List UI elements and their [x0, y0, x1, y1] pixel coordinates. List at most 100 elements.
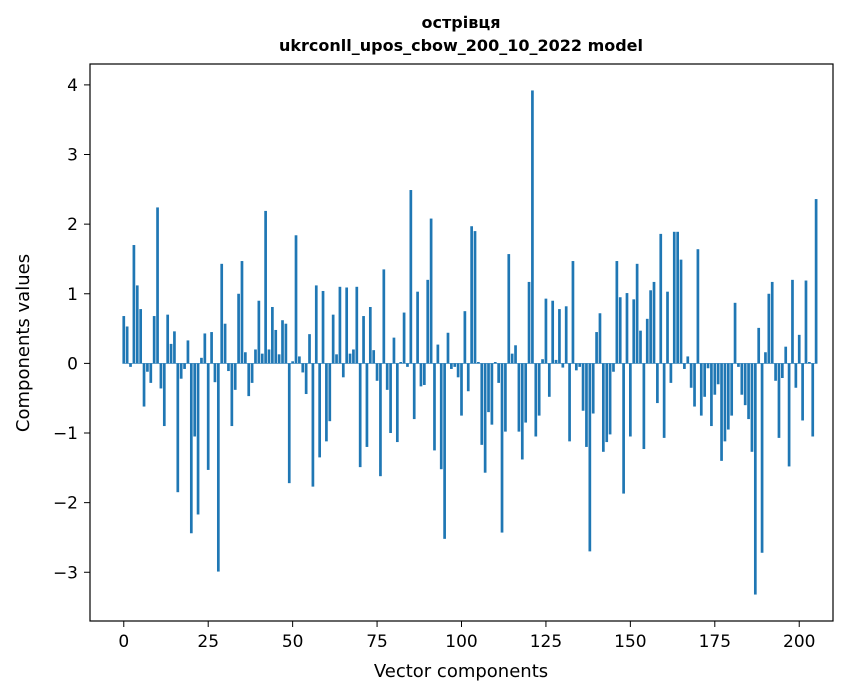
- bar-component-62: [331, 314, 335, 364]
- bar-component-143: [605, 363, 609, 443]
- bar-component-80: [392, 337, 396, 364]
- bar-component-19: [186, 340, 190, 364]
- bar-component-181: [733, 302, 737, 364]
- bar-component-44: [271, 306, 274, 364]
- y-tick-label: −2: [53, 494, 78, 514]
- y-tick-label: 0: [67, 354, 78, 374]
- bar-component-119: [524, 363, 528, 423]
- bar-component-205: [814, 199, 818, 364]
- bar-component-32: [230, 363, 234, 427]
- bar-component-39: [254, 349, 257, 364]
- bar-component-116: [514, 345, 517, 364]
- bar-component-87: [416, 291, 419, 364]
- bar-component-93: [436, 344, 440, 364]
- bar-component-67: [348, 353, 352, 364]
- bar-component-172: [703, 363, 707, 397]
- bar-component-160: [662, 363, 666, 438]
- bar-component-180: [730, 363, 734, 416]
- bar-component-194: [777, 363, 781, 438]
- bar-component-13: [166, 314, 170, 364]
- bar-component-161: [666, 291, 669, 364]
- bar-component-185: [747, 363, 750, 420]
- bar-component-17: [179, 363, 183, 379]
- bar-component-43: [267, 349, 271, 364]
- bar-component-166: [683, 363, 686, 369]
- bar-component-4: [135, 285, 139, 364]
- bar-component-169: [693, 363, 696, 407]
- bar-component-102: [466, 363, 470, 392]
- bar-component-45: [274, 329, 278, 364]
- bar-component-88: [419, 363, 423, 387]
- bar-component-128: [554, 359, 558, 364]
- bar-component-148: [622, 363, 625, 494]
- bar-component-20: [189, 363, 193, 534]
- bar-component-78: [385, 363, 389, 390]
- x-axis-label: Vector components: [374, 661, 548, 682]
- bar-component-111: [497, 363, 501, 383]
- bar-component-75: [375, 363, 379, 381]
- bar-component-28: [216, 363, 220, 572]
- bar-component-195: [780, 363, 784, 379]
- bar-component-124: [541, 359, 544, 364]
- plot-area-frame: [89, 63, 834, 622]
- bar-component-70: [358, 363, 362, 468]
- bar-component-38: [250, 363, 254, 383]
- bar-component-9: [152, 316, 156, 364]
- bar-component-199: [794, 363, 798, 388]
- bar-component-151: [632, 299, 636, 364]
- bar-component-130: [561, 363, 565, 368]
- bar-component-118: [520, 363, 524, 460]
- bar-component-202: [804, 280, 808, 364]
- bar-component-42: [264, 210, 267, 364]
- bar-component-101: [463, 311, 467, 364]
- bar-component-100: [460, 363, 463, 416]
- bar-component-158: [656, 363, 659, 404]
- bar-component-204: [811, 363, 815, 437]
- bar-component-190: [764, 352, 767, 364]
- bar-component-29: [220, 263, 224, 364]
- y-tick-label: −3: [53, 563, 78, 583]
- bar-component-23: [200, 357, 203, 364]
- bar-component-173: [706, 363, 710, 369]
- y-axis-ticks: −3 −2 −1 0 1 2 3 4: [53, 76, 90, 583]
- bar-component-61: [328, 363, 332, 422]
- x-tick-label: 150: [614, 632, 646, 652]
- bar-component-79: [389, 363, 392, 434]
- bar-component-27: [213, 363, 217, 383]
- bar-component-60: [325, 363, 328, 442]
- bar-component-95: [443, 363, 446, 539]
- bar-component-10: [156, 207, 159, 364]
- bar-component-186: [750, 363, 754, 452]
- bar-component-174: [710, 363, 713, 427]
- bar-component-69: [355, 286, 359, 364]
- bar-component-140: [595, 332, 598, 364]
- bar-component-170: [696, 249, 700, 364]
- bar-component-18: [183, 363, 186, 369]
- bar-component-187: [753, 363, 757, 595]
- bar-component-176: [716, 363, 720, 385]
- bar-component-152: [635, 263, 639, 364]
- y-tick-label: 2: [67, 215, 78, 235]
- bar-component-37: [247, 363, 251, 397]
- bar-component-138: [588, 363, 592, 552]
- bar-component-157: [652, 281, 656, 364]
- bar-component-48: [284, 323, 288, 364]
- x-tick-label: 0: [118, 632, 129, 652]
- bar-component-107: [483, 363, 487, 473]
- bar-component-177: [720, 363, 723, 461]
- y-axis-label: Components values: [13, 254, 34, 432]
- bar-component-125: [544, 298, 548, 364]
- bar-component-106: [480, 363, 484, 445]
- bar-component-117: [517, 363, 521, 432]
- bar-component-91: [429, 218, 433, 364]
- bar-component-74: [372, 350, 376, 364]
- bar-component-188: [757, 327, 761, 364]
- chart-title-line-1: острівця: [422, 13, 501, 32]
- bar-component-12: [162, 363, 166, 427]
- bar-component-22: [196, 363, 200, 515]
- bar-component-15: [173, 331, 176, 364]
- bar-component-66: [345, 287, 349, 364]
- bar-component-40: [257, 300, 261, 364]
- bar-component-63: [335, 354, 338, 364]
